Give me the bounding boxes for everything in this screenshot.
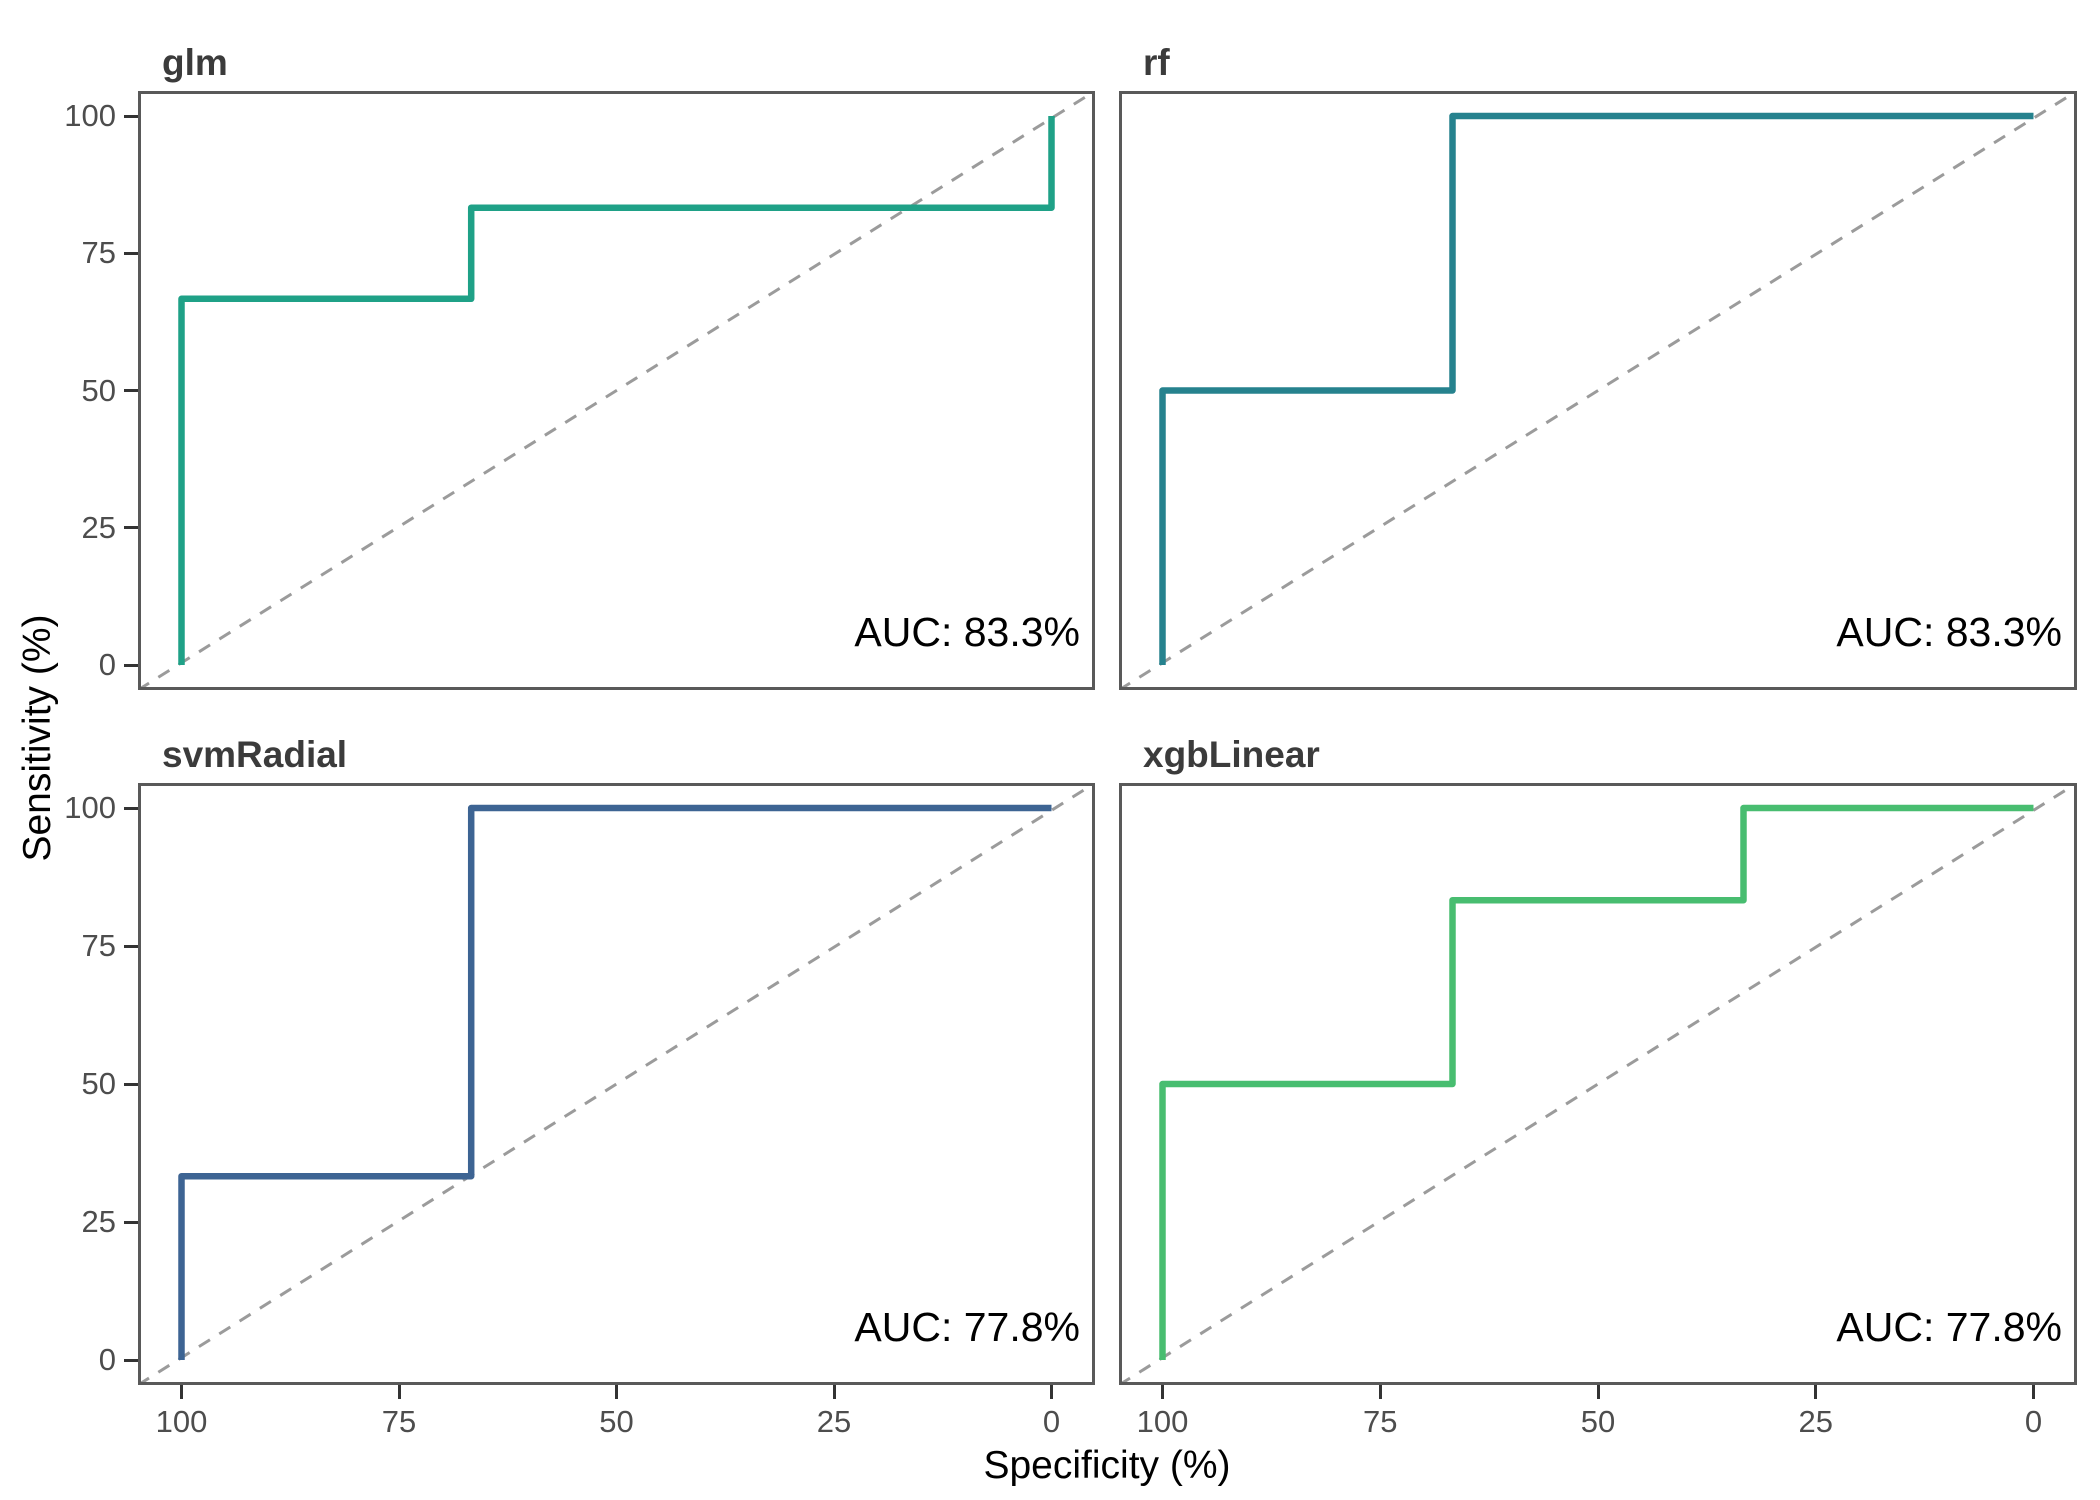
diagonal-reference-line xyxy=(141,94,1092,687)
x-axis-tick xyxy=(397,1385,401,1399)
x-axis-tick-label: 50 xyxy=(599,1404,634,1439)
auc-annotation-glm: AUC: 83.3% xyxy=(854,609,1080,655)
y-axis-tick xyxy=(124,806,138,810)
x-axis-tick-label: 0 xyxy=(2024,1404,2043,1439)
facet-title-xgblinear: xgbLinear xyxy=(1143,734,1320,775)
x-axis-tick-label: 25 xyxy=(1798,1404,1833,1439)
x-axis-tick xyxy=(1378,1385,1382,1399)
facet-title-svmradial: svmRadial xyxy=(162,734,348,775)
x-axis-tick-label: 0 xyxy=(1042,1404,1061,1439)
y-axis-tick xyxy=(124,114,138,118)
y-axis-tick xyxy=(124,944,138,948)
auc-annotation-rf: AUC: 83.3% xyxy=(1836,609,2062,655)
x-axis-tick xyxy=(1814,1385,1818,1399)
x-axis-tick-label: 50 xyxy=(1580,1404,1616,1439)
x-axis-tick xyxy=(1161,1385,1164,1399)
roc-plot-glm xyxy=(141,94,1092,687)
y-axis-tick xyxy=(124,526,138,530)
roc-panel-svmradial xyxy=(138,783,1095,1385)
x-axis-tick xyxy=(1596,1385,1600,1399)
auc-annotation-xgblinear: AUC: 77.8% xyxy=(1836,1304,2062,1350)
diagonal-reference-line xyxy=(1122,786,2074,1382)
x-axis-title: Specificity (%) xyxy=(983,1444,1231,1487)
x-axis-tick xyxy=(1050,1385,1053,1399)
y-axis-tick xyxy=(124,663,138,667)
x-axis-tick-label: 25 xyxy=(816,1404,852,1439)
x-axis-tick-label: 100 xyxy=(1136,1404,1189,1439)
roc-curve-xgblinear xyxy=(1159,804,2034,1360)
y-axis-tick xyxy=(124,389,138,392)
roc-curve-rf xyxy=(1159,112,2034,665)
x-axis-tick-label: 75 xyxy=(381,1404,417,1439)
roc-curve-svmradial xyxy=(178,804,1052,1360)
y-axis-tick-label: 75 xyxy=(81,928,116,963)
x-axis-tick xyxy=(180,1385,183,1399)
y-axis-tick xyxy=(124,251,138,255)
facet-title-glm: glm xyxy=(162,42,228,83)
y-axis-tick-label: 100 xyxy=(64,98,116,133)
roc-plot-rf xyxy=(1122,94,2074,687)
y-axis-tick-label: 0 xyxy=(98,1342,116,1377)
y-axis-tick-label: 100 xyxy=(64,790,116,825)
roc-panel-rf xyxy=(1119,91,2077,690)
y-axis-tick-label: 25 xyxy=(81,1204,116,1239)
y-axis-title: Sensitivity (%) xyxy=(16,614,59,862)
y-axis-tick-label: 25 xyxy=(81,509,116,545)
x-axis-tick xyxy=(615,1385,618,1399)
roc-panel-xgblinear xyxy=(1119,783,2077,1385)
x-axis-tick-label: 100 xyxy=(155,1404,208,1439)
y-axis-tick xyxy=(124,1220,138,1224)
x-axis-tick-label: 75 xyxy=(1363,1404,1398,1439)
roc-curve-glm xyxy=(178,116,1055,665)
diagonal-reference-line xyxy=(1122,94,2074,687)
facet-title-rf: rf xyxy=(1143,42,1170,83)
y-axis-tick-label: 50 xyxy=(81,1066,116,1101)
x-axis-tick xyxy=(832,1385,836,1399)
y-axis-tick xyxy=(124,1082,138,1086)
x-axis-tick xyxy=(2032,1385,2035,1399)
auc-annotation-svmradial: AUC: 77.8% xyxy=(854,1304,1080,1350)
roc-plot-xgblinear xyxy=(1122,786,2074,1382)
y-axis-tick xyxy=(124,1358,138,1362)
y-axis-tick-label: 0 xyxy=(98,647,116,682)
y-axis-tick-label: 50 xyxy=(81,372,116,408)
diagonal-reference-line xyxy=(141,786,1092,1382)
roc-plot-svmradial xyxy=(141,786,1092,1382)
roc-panel-glm xyxy=(138,91,1095,690)
y-axis-tick-label: 75 xyxy=(81,235,116,271)
